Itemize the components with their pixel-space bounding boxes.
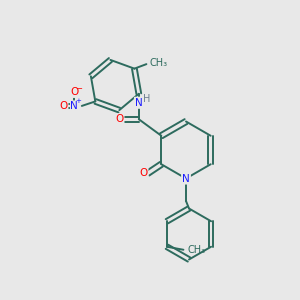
Text: O: O — [70, 87, 78, 98]
Text: +: + — [75, 98, 81, 103]
Text: CH₃: CH₃ — [188, 245, 206, 255]
Text: O: O — [60, 101, 68, 111]
Text: N: N — [182, 173, 190, 184]
Text: CH₃: CH₃ — [150, 58, 168, 68]
Text: H: H — [142, 94, 150, 104]
Text: N: N — [135, 98, 143, 108]
Text: N: N — [70, 101, 78, 111]
Text: O: O — [139, 168, 147, 178]
Text: −: − — [75, 84, 82, 93]
Text: O: O — [115, 114, 123, 124]
